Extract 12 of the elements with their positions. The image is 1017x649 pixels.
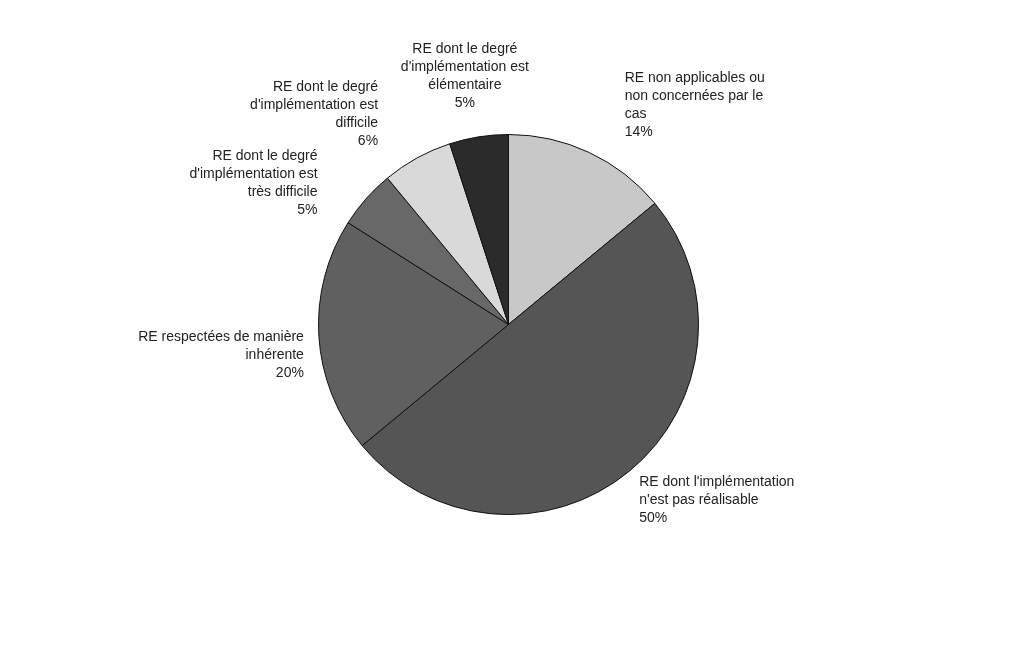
data-label: 50% (639, 509, 668, 526)
data-label: 14% (624, 122, 653, 139)
slice-label: RE dont le degré d'implémentation est très difficile (189, 147, 318, 200)
slice-label: RE dont le degré d'implémentation est difficile (250, 78, 379, 131)
data-label: 5% (454, 93, 475, 110)
data-label: 6% (357, 132, 379, 149)
slice-label: RE respectées de manière inhérente (138, 328, 305, 363)
slice-label: RE non applicables ou non concernées par le cas (624, 68, 765, 121)
slice-label: RE dont le degré d'implémentation est élémentaire (400, 39, 529, 92)
data-label: 20% (275, 364, 304, 381)
slice-label: RE dont l'implémentation n'est pas réalisable (639, 473, 795, 508)
data-label: 5% (297, 201, 318, 218)
